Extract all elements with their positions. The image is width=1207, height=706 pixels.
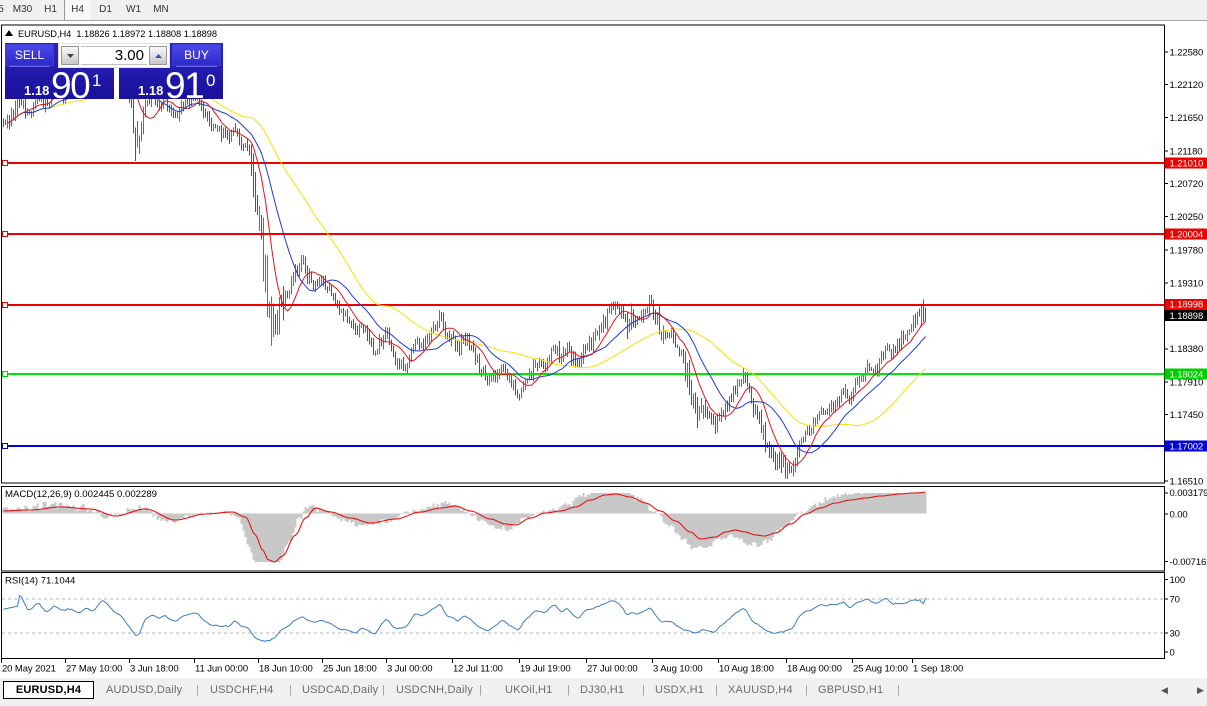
svg-text:20 May 2021: 20 May 2021 xyxy=(2,664,56,675)
svg-text:1.18898: 1.18898 xyxy=(1170,311,1204,322)
svg-text:1.19310: 1.19310 xyxy=(1170,279,1204,290)
svg-text:1.21010: 1.21010 xyxy=(1170,158,1204,169)
svg-text:1.18024: 1.18024 xyxy=(1170,369,1204,380)
svg-text:3 Aug 10:00: 3 Aug 10:00 xyxy=(653,664,703,675)
svg-text:3 Jun 18:00: 3 Jun 18:00 xyxy=(130,664,179,675)
svg-text:0: 0 xyxy=(1170,647,1175,658)
svg-text:100: 100 xyxy=(1170,575,1186,586)
svg-text:70: 70 xyxy=(1170,594,1180,605)
svg-text:10 Aug 18:00: 10 Aug 18:00 xyxy=(719,664,774,675)
svg-text:1.19780: 1.19780 xyxy=(1170,245,1204,256)
svg-text:0.003179: 0.003179 xyxy=(1170,488,1207,499)
svg-text:1.20250: 1.20250 xyxy=(1170,212,1204,223)
svg-text:1.21650: 1.21650 xyxy=(1170,113,1204,124)
svg-text:1.18998: 1.18998 xyxy=(1170,300,1204,311)
svg-text:1.21180: 1.21180 xyxy=(1170,146,1203,157)
svg-text:1.22120: 1.22120 xyxy=(1170,80,1204,91)
svg-text:18 Jun 10:00: 18 Jun 10:00 xyxy=(259,664,313,675)
svg-text:27 Jul 00:00: 27 Jul 00:00 xyxy=(587,664,638,675)
svg-text:18 Aug 00:00: 18 Aug 00:00 xyxy=(787,664,842,675)
svg-text:-0.007162: -0.007162 xyxy=(1170,557,1207,568)
svg-text:12 Jul 11:00: 12 Jul 11:00 xyxy=(453,664,503,675)
svg-text:0.00: 0.00 xyxy=(1170,509,1188,520)
svg-text:1 Sep 18:00: 1 Sep 18:00 xyxy=(913,664,963,675)
svg-text:1.22580: 1.22580 xyxy=(1170,47,1204,58)
svg-text:1.18380: 1.18380 xyxy=(1170,344,1204,355)
svg-text:27 May 10:00: 27 May 10:00 xyxy=(66,664,122,675)
svg-text:25 Aug 10:00: 25 Aug 10:00 xyxy=(853,664,908,675)
svg-text:19 Jul 19:00: 19 Jul 19:00 xyxy=(520,664,571,675)
svg-text:30: 30 xyxy=(1170,628,1180,639)
svg-text:1.17910: 1.17910 xyxy=(1170,377,1204,388)
svg-text:1.20720: 1.20720 xyxy=(1170,179,1204,190)
svg-text:3 Jul 00:00: 3 Jul 00:00 xyxy=(387,664,432,675)
svg-text:11 Jun 00:00: 11 Jun 00:00 xyxy=(195,664,248,675)
svg-text:MACD(12,26,9) 0.002445 0.00228: MACD(12,26,9) 0.002445 0.002289 xyxy=(5,489,157,500)
svg-text:25 Jun 18:00: 25 Jun 18:00 xyxy=(323,664,377,675)
svg-text:1.17002: 1.17002 xyxy=(1170,442,1204,453)
svg-text:1.16510: 1.16510 xyxy=(1170,476,1204,487)
svg-text:RSI(14) 71.1044: RSI(14) 71.1044 xyxy=(5,576,76,587)
svg-text:EURUSD,H4 1.18826 1.18972 1.1: EURUSD,H4 1.18826 1.18972 1.18808 1.1889… xyxy=(18,29,217,39)
svg-text:1.20004: 1.20004 xyxy=(1170,229,1204,240)
svg-text:1.17450: 1.17450 xyxy=(1170,410,1204,421)
